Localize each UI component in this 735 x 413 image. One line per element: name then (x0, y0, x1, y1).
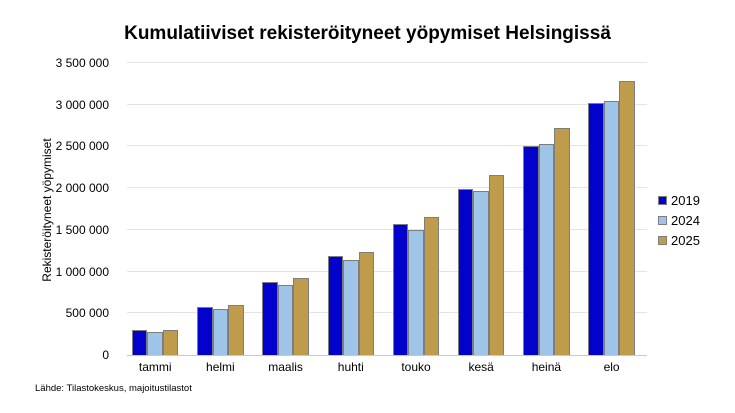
bar-2024-heinä (538, 144, 555, 355)
x-axis-labels: tammi helmi maalis huhti touko kesä heinä elo (127, 360, 647, 376)
gridline (127, 228, 647, 230)
gridline (127, 270, 647, 272)
chart-title: Kumulatiiviset rekisteröityneet yöpymise… (124, 23, 611, 44)
bar-2025-helmi (228, 305, 244, 355)
bar-2024-maalis (277, 285, 294, 355)
gridline (127, 103, 647, 105)
x-tick-label: touko (401, 360, 431, 374)
bar-2024-touko (408, 230, 424, 355)
gridline (127, 145, 647, 147)
legend-label: 2024 (671, 212, 700, 228)
y-tick-label: 3 500 000 (55, 56, 109, 70)
bar-2025-touko (423, 217, 440, 355)
y-axis-ticks: 0 500 000 1 000 000 1 500 000 2 000 000 2 500… (0, 0, 109, 413)
y-tick-label: 2 500 000 (55, 139, 109, 154)
x-tick-label: maalis (268, 360, 303, 374)
bar-2025-maalis (293, 278, 309, 355)
x-axis-line (127, 355, 647, 356)
legend-label: 2019 (671, 192, 700, 208)
bar-2019-kesä (457, 189, 474, 355)
legend-item-2024: 2024 (658, 210, 700, 230)
bar-2019-elo (588, 103, 604, 355)
legend-label: 2025 (671, 232, 700, 248)
bar-2019-tammi (131, 330, 148, 355)
y-tick-label: 2 000 000 (55, 181, 109, 196)
legend-swatch-icon (658, 235, 667, 245)
x-tick-label: kesä (468, 360, 494, 374)
bar-2019-heinä (523, 146, 539, 355)
y-tick-label: 500 000 (65, 306, 109, 321)
y-tick-label: 3 000 000 (55, 97, 109, 112)
source-note: Lähde: Tilastokeskus, majoitustilastot (35, 383, 192, 394)
bar-2019-touko (392, 224, 409, 355)
gridline (127, 62, 647, 63)
x-tick-label: elo (603, 360, 620, 374)
legend-item-2019: 2019 (658, 190, 700, 210)
bar-2025-elo (619, 81, 635, 355)
x-tick-label: helmi (206, 360, 235, 374)
bar-2019-helmi (197, 307, 213, 355)
x-tick-label: huhti (337, 360, 364, 374)
legend-item-2025: 2025 (658, 230, 700, 250)
bar-2019-huhti (327, 256, 344, 355)
bar-2025-heinä (554, 128, 570, 355)
bar-2024-huhti (343, 260, 359, 355)
bar-2025-kesä (488, 175, 505, 355)
gridline (127, 312, 647, 314)
bar-2025-huhti (358, 252, 375, 355)
y-tick-label: 1 500 000 (55, 222, 109, 237)
y-tick-label: 1 000 000 (55, 264, 109, 279)
bar-2025-tammi (162, 330, 179, 355)
legend-swatch-icon (658, 195, 667, 205)
x-tick-label: heinä (531, 360, 562, 374)
bar-2024-tammi (147, 332, 163, 355)
bar-2019-maalis (262, 282, 278, 355)
legend: 2019 2024 2025 (658, 190, 700, 250)
plot-area (127, 62, 647, 356)
legend-swatch-icon (658, 215, 667, 225)
bar-2024-helmi (212, 309, 229, 355)
y-tick-label: 0 (102, 348, 109, 362)
bar-2024-elo (603, 101, 620, 355)
gridline (127, 187, 647, 189)
bar-2024-kesä (473, 191, 489, 355)
x-tick-label: tammi (138, 360, 172, 374)
